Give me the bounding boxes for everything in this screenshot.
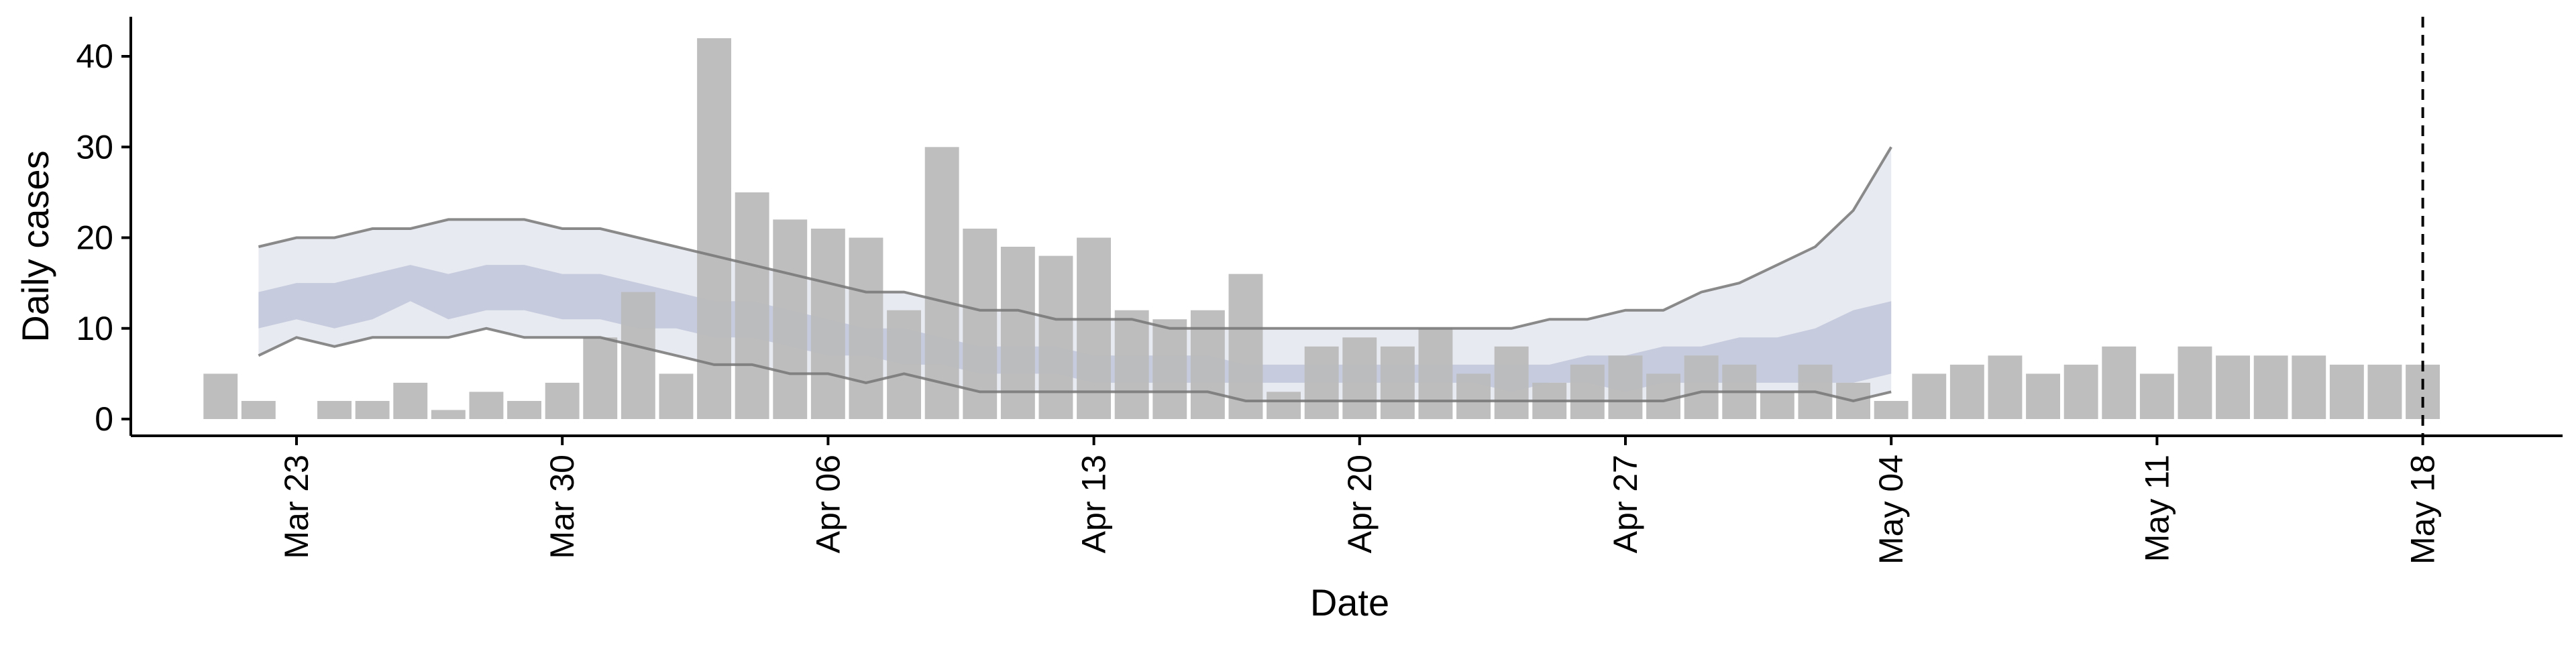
x-tick-label: Apr 20	[1341, 455, 1379, 553]
bar	[849, 237, 883, 419]
x-tick-label: Apr 13	[1075, 455, 1113, 553]
bar	[431, 410, 466, 419]
bar	[1646, 373, 1680, 419]
bar	[1988, 355, 2023, 419]
bar	[1267, 392, 1301, 419]
bar	[507, 401, 541, 419]
y-tick-label: 40	[76, 38, 113, 75]
bar	[2216, 355, 2250, 419]
bar	[1152, 319, 1187, 419]
bar	[2178, 346, 2212, 419]
bar	[887, 310, 921, 419]
bar	[2139, 373, 2174, 419]
bar	[621, 292, 655, 419]
x-tick-label: Apr 27	[1607, 455, 1644, 553]
x-tick-label: May 04	[1872, 455, 1910, 565]
bar	[735, 192, 769, 419]
bar	[469, 392, 504, 419]
bar	[393, 382, 428, 419]
inner-projection-band	[258, 265, 1892, 392]
projection-bands	[258, 147, 1892, 402]
x-tick-label: Apr 06	[809, 455, 847, 553]
bar	[2102, 346, 2137, 419]
y-tick-label: 10	[76, 310, 113, 347]
x-tick-label: Mar 30	[543, 455, 581, 559]
y-axis-title: Daily cases	[14, 150, 56, 342]
bar	[2406, 364, 2440, 419]
lower-bound-line	[258, 327, 1892, 403]
bar	[659, 373, 694, 419]
bar	[1418, 328, 1453, 420]
bar	[1570, 364, 1605, 419]
bar	[1190, 310, 1225, 419]
bar	[963, 229, 998, 419]
bar	[241, 401, 276, 419]
bar	[1342, 337, 1377, 419]
bar	[1228, 274, 1263, 419]
x-tick-label: Mar 23	[278, 455, 315, 559]
bar	[1760, 392, 1794, 419]
x-axis-title: Date	[1310, 581, 1389, 624]
bar	[1114, 310, 1149, 419]
bar	[1912, 373, 1947, 419]
bar	[810, 229, 845, 419]
axes: 0 10 20 30 40 Mar 23 Mar 30 Apr 06 Apr 13 Apr 20 A…	[76, 17, 2563, 565]
x-tick-label: May 11	[2138, 455, 2176, 562]
y-tick-label: 20	[76, 219, 113, 257]
bar	[697, 38, 731, 419]
bar	[1304, 346, 1339, 419]
bar	[583, 337, 618, 419]
bar	[203, 373, 238, 419]
bar	[1456, 373, 1491, 419]
bar	[545, 382, 580, 419]
bar	[355, 401, 390, 419]
bar	[2063, 364, 2098, 419]
bar	[1380, 346, 1415, 419]
bar	[2026, 373, 2060, 419]
bar	[2253, 355, 2288, 419]
bar	[1038, 255, 1073, 419]
bar	[2329, 364, 2364, 419]
bar	[1684, 355, 1719, 419]
bar	[1077, 237, 1111, 419]
bar	[924, 147, 959, 420]
x-tick-label: May 18	[2404, 455, 2442, 565]
y-tick-label: 30	[76, 128, 113, 166]
outer-projection-band	[258, 147, 1892, 402]
bar	[1874, 401, 1909, 419]
bar	[1949, 364, 1984, 419]
bar	[1000, 247, 1035, 419]
y-tick-label: 0	[95, 400, 113, 438]
projection-bound-lines	[258, 17, 2424, 436]
upper-bound-line	[258, 146, 1892, 330]
bar	[2292, 355, 2326, 419]
bar	[1608, 355, 1643, 419]
bar	[317, 401, 352, 419]
bar	[773, 219, 808, 419]
bar	[2367, 364, 2402, 419]
bar	[1494, 346, 1529, 419]
